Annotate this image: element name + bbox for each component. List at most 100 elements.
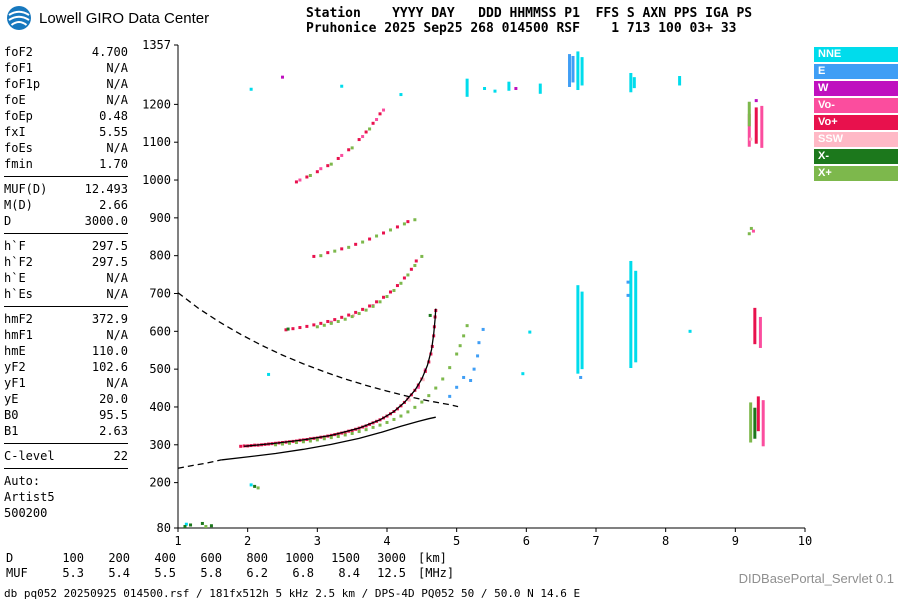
param-value-hmf1: N/A xyxy=(106,328,128,342)
param-value-fof2: 4.700 xyxy=(91,45,128,59)
param-value-md: 2.66 xyxy=(99,198,128,212)
param-label-hf2: h`F2 xyxy=(4,255,33,269)
param-row-yf1: yF1 N/A xyxy=(4,375,128,391)
param-row-clevel: C-level 22 xyxy=(4,448,128,464)
param-label-clevel: C-level xyxy=(4,449,55,463)
y-tick-label: 700 xyxy=(149,286,171,300)
distance-label: D xyxy=(6,551,14,565)
param-value-fxi: 5.55 xyxy=(99,125,128,139)
y-tick-label: 300 xyxy=(149,438,171,452)
y-tick-label: 500 xyxy=(149,362,171,376)
param-row-foe: foE N/A xyxy=(4,92,128,108)
distance-value-3: 600 xyxy=(200,551,222,565)
legend-item-x: X- xyxy=(814,149,898,164)
param-row-mufd: MUF(D) 12.493 xyxy=(4,181,128,197)
param-label-hes: h`Es xyxy=(4,287,33,301)
param-label-hmf2: hmF2 xyxy=(4,312,33,326)
param-value-fmin: 1.70 xyxy=(99,157,128,171)
parameter-panel: foF2 4.700 foF1 N/A foF1p N/A foE N/A foEp 0.48 fx… xyxy=(4,44,128,521)
param-value-hme: 110.0 xyxy=(91,344,128,358)
y-tick-label: 600 xyxy=(149,324,171,338)
param-row-foes: foEs N/A xyxy=(4,140,128,156)
param-value-fof1: N/A xyxy=(106,61,128,75)
param-label-yf1: yF1 xyxy=(4,376,26,390)
rfi-bars xyxy=(465,51,765,447)
divider xyxy=(4,443,128,444)
param-row-d: D 3000.0 xyxy=(4,213,128,229)
x-tick-label: 10 xyxy=(798,534,812,548)
profile-extrapolation xyxy=(177,459,222,469)
legend-item-w: W xyxy=(814,81,898,96)
param-value-hmf2: 372.9 xyxy=(91,312,128,326)
distance-value-1: 200 xyxy=(108,551,130,565)
param-label-b0: B0 xyxy=(4,408,19,422)
divider xyxy=(4,176,128,177)
param-value-b0: 95.5 xyxy=(99,408,128,422)
status-bar: db pq052 20250925 014500.rsf / 181fx512h… xyxy=(0,585,900,600)
y-tick-label: 1000 xyxy=(142,173,171,187)
param-value-b1: 2.63 xyxy=(99,424,128,438)
legend-item-ssw: SSW xyxy=(814,132,898,147)
param-label-fof1p: foF1p xyxy=(4,77,41,91)
station-header: Station YYYY DAY DDD HHMMSS P1 FFS S AXN… xyxy=(306,6,752,36)
legend-item-x: X+ xyxy=(814,166,898,181)
x-tick-label: 3 xyxy=(314,534,321,548)
param-row-hme: hmE 110.0 xyxy=(4,343,128,359)
muf-table: D 100 200 400 600 800 1000 1500 3000 [km] MUF 5.3 5… xyxy=(6,551,454,581)
param-label-ye: yE xyxy=(4,392,19,406)
param-value-foe: N/A xyxy=(106,93,128,107)
axes: 8020030040050060070080090010001100120013… xyxy=(142,38,812,548)
param-label-hme: hmE xyxy=(4,344,26,358)
auto-line-1: 500200 xyxy=(4,506,48,520)
param-row-hes: h`Es N/A xyxy=(4,286,128,302)
param-label-he: h`E xyxy=(4,271,26,285)
distance-value-0: 100 xyxy=(62,551,84,565)
giro-home-link[interactable]: Lowell GIRO Data Center xyxy=(6,5,209,31)
muf-value-7: 12.5 xyxy=(377,566,406,580)
param-row-fmin: fmin 1.70 xyxy=(4,156,128,172)
x-tick-label: 4 xyxy=(383,534,390,548)
param-row-foep: foEp 0.48 xyxy=(4,108,128,124)
muf-row: MUF 5.3 5.4 5.5 5.8 6.2 6.8 8.4 12.5 [MHz] xyxy=(6,566,454,581)
param-value-d: 3000.0 xyxy=(84,214,128,228)
artist-o-trace xyxy=(244,308,437,447)
auto-line-0: Artist5 xyxy=(4,490,55,504)
param-value-foes: N/A xyxy=(106,141,128,155)
muf-label: MUF xyxy=(6,566,28,580)
param-row-hf2: h`F2 297.5 xyxy=(4,254,128,270)
param-label-b1: B1 xyxy=(4,424,19,438)
y-tick-label: 1200 xyxy=(142,97,171,111)
param-row-b1: B1 2.63 xyxy=(4,423,128,439)
distance-value-6: 1500 xyxy=(331,551,360,565)
param-row-hf: h`F 297.5 xyxy=(4,238,128,254)
distance-value-2: 400 xyxy=(154,551,176,565)
param-value-foep: 0.48 xyxy=(99,109,128,123)
param-label-md: M(D) xyxy=(4,198,33,212)
muf-value-3: 5.8 xyxy=(200,566,222,580)
param-value-hf: 297.5 xyxy=(91,239,128,253)
divider xyxy=(4,468,128,469)
param-label-hmf1: hmF1 xyxy=(4,328,33,342)
param-row-md: M(D) 2.66 xyxy=(4,197,128,213)
param-value-he: N/A xyxy=(106,271,128,285)
param-row-fof2: foF2 4.700 xyxy=(4,44,128,60)
distance-value-5: 1000 xyxy=(285,551,314,565)
y-tick-label: 1357 xyxy=(142,38,171,52)
y-tick-label: 800 xyxy=(149,249,171,263)
param-row-yf2: yF2 102.6 xyxy=(4,359,128,375)
muf-value-4: 6.2 xyxy=(246,566,268,580)
legend-item-vo: Vo+ xyxy=(814,115,898,130)
distance-row: D 100 200 400 600 800 1000 1500 3000 [km] xyxy=(6,551,454,566)
param-label-foes: foEs xyxy=(4,141,33,155)
param-label-mufd: MUF(D) xyxy=(4,182,48,196)
x-tick-label: 1 xyxy=(174,534,181,548)
param-label-fmin: fmin xyxy=(4,157,33,171)
param-label-fof1: foF1 xyxy=(4,61,33,75)
distance-value-4: 800 xyxy=(246,551,268,565)
param-row-hmf1: hmF1 N/A xyxy=(4,327,128,343)
x-tick-label: 8 xyxy=(662,534,669,548)
echo-legend: NNE E W Vo- Vo+ SSW X- X+ xyxy=(814,47,898,183)
param-row-he: h`E N/A xyxy=(4,270,128,286)
param-value-yf1: N/A xyxy=(106,376,128,390)
